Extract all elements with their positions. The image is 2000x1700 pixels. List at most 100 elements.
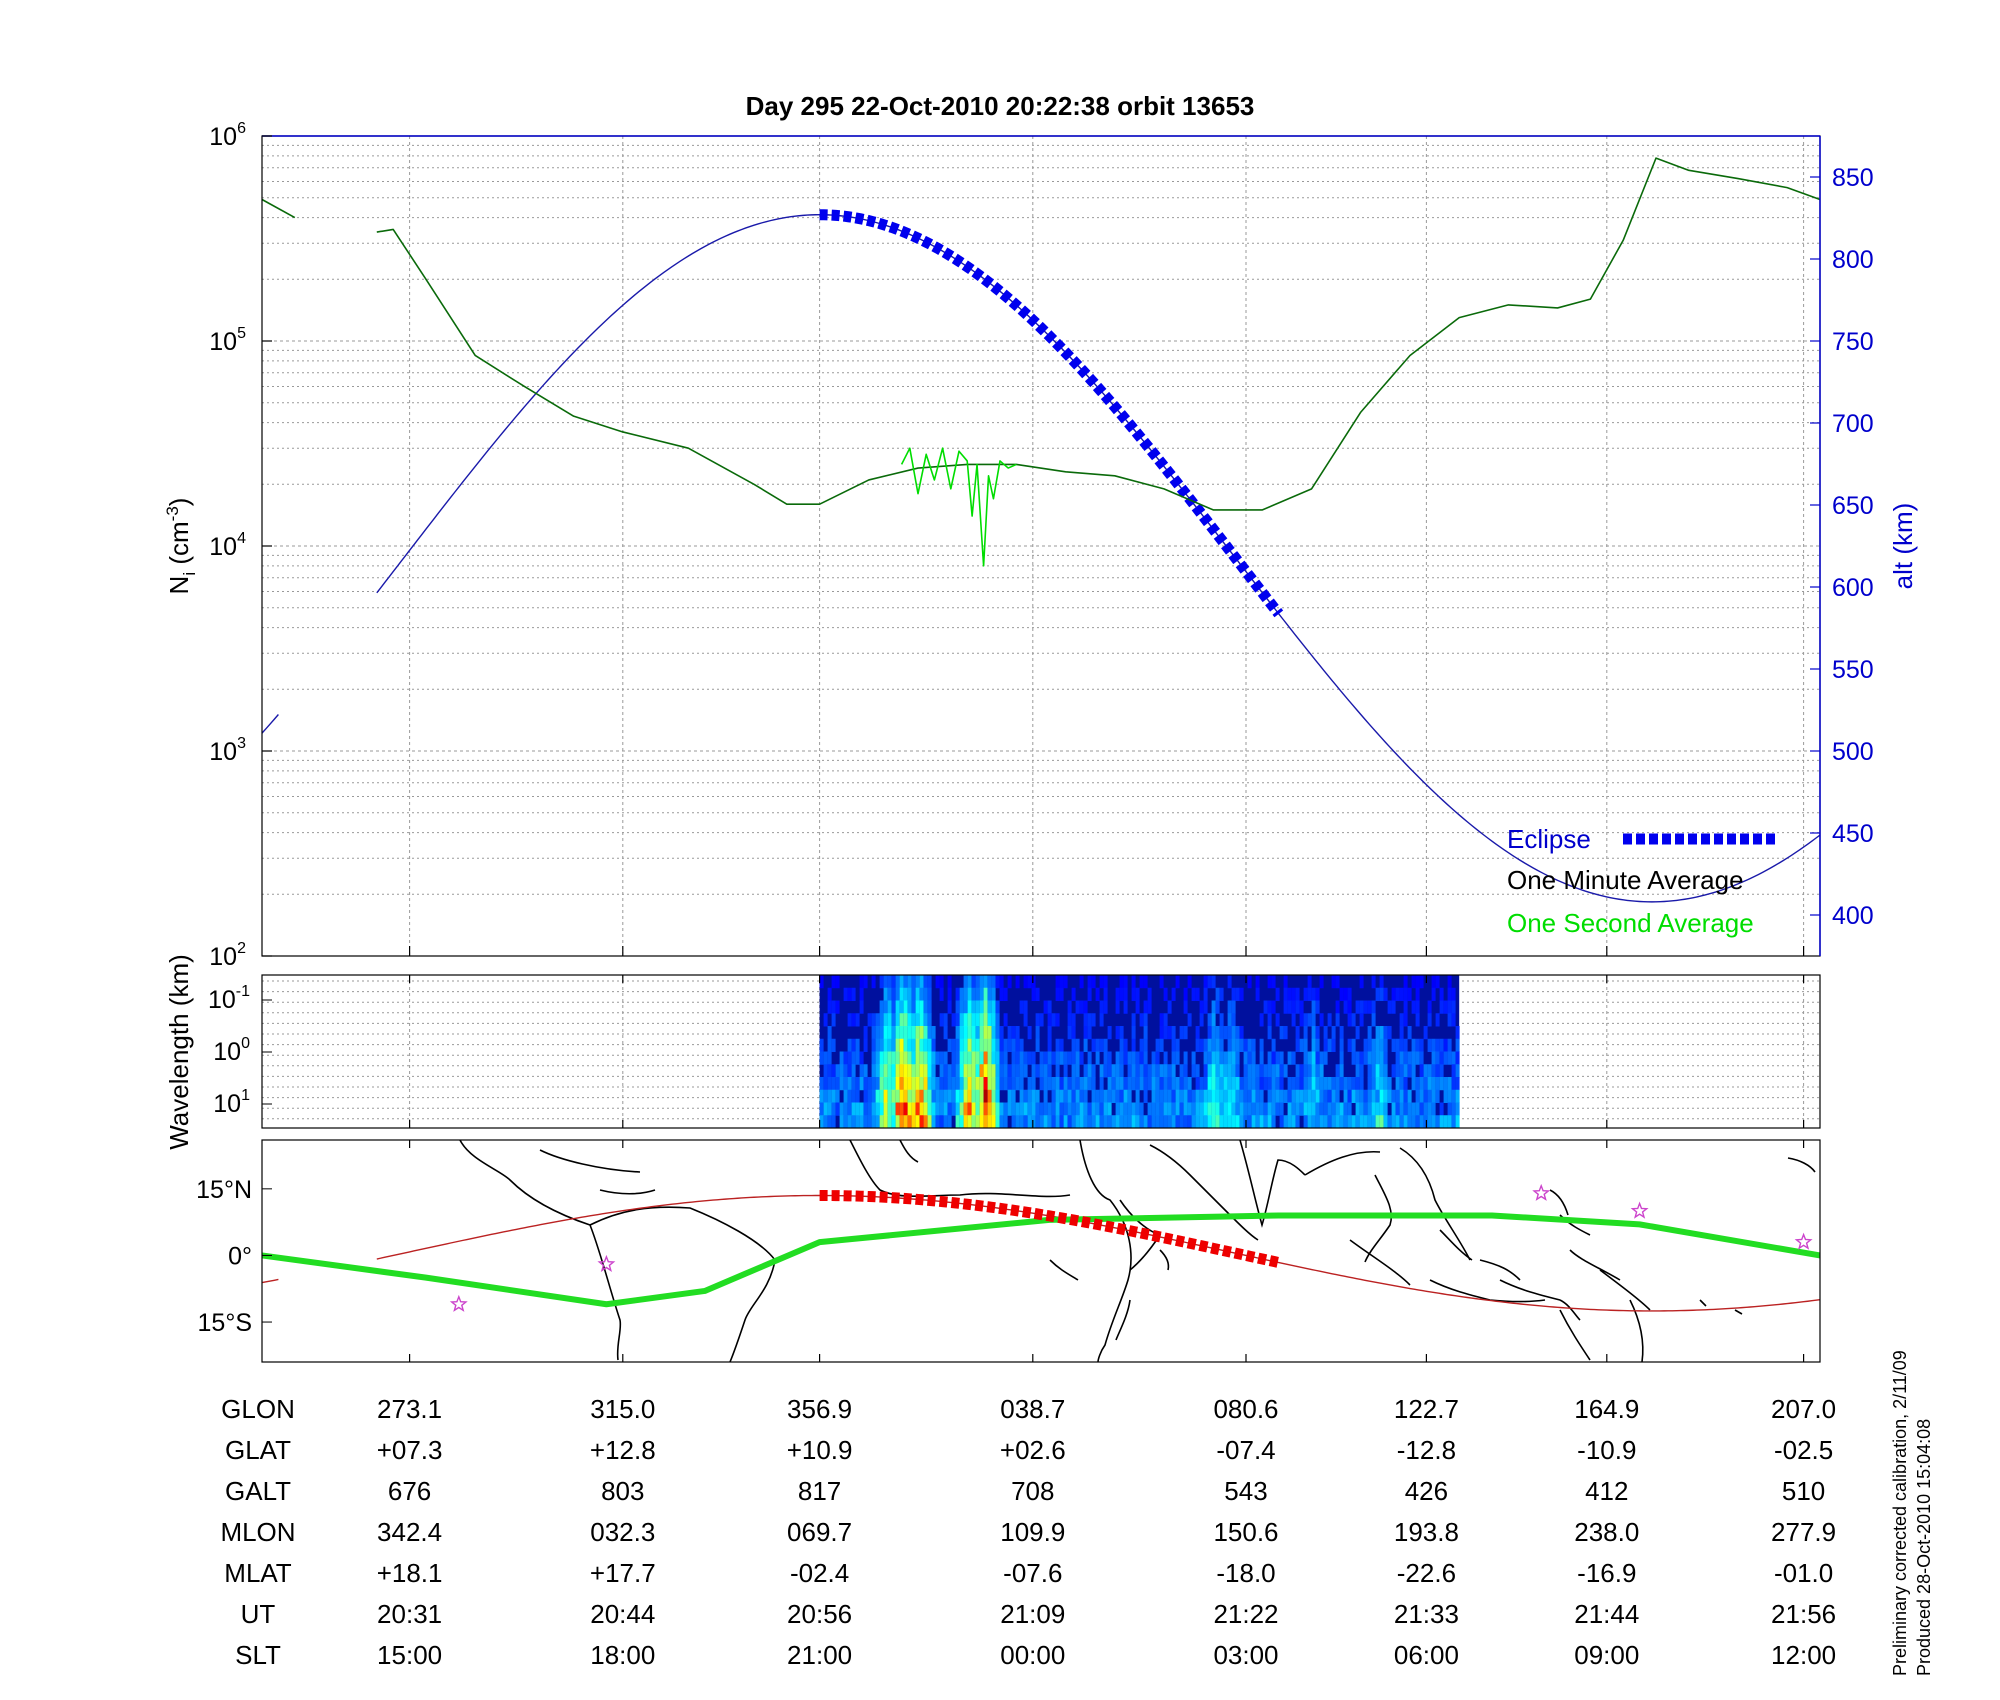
table-cell: -02.4: [790, 1558, 849, 1588]
spectrogram-cell: [1003, 1077, 1008, 1091]
spectrogram-cell: [1311, 987, 1316, 1001]
density-tick-label: 102: [209, 940, 246, 971]
ground-track-panel: 15°N0°15°S: [196, 1139, 1821, 1363]
ground-track-segment: [376, 1194, 1821, 1312]
spectrogram-cell: [1379, 1026, 1384, 1040]
spectrogram-cell: [999, 1102, 1004, 1116]
spectrogram-cell: [963, 975, 968, 989]
spectrogram-cell: [1351, 1038, 1356, 1052]
spectrogram-cell: [995, 1000, 1000, 1014]
spectrogram-cell: [1219, 1026, 1224, 1040]
spectrogram-cell: [1403, 1102, 1408, 1116]
spectrogram-cell: [999, 1038, 1004, 1052]
spectrogram-cell: [1047, 1013, 1052, 1027]
spectrogram-cell: [1035, 1102, 1040, 1116]
table-cell: 207.0: [1771, 1394, 1836, 1424]
spectrogram-cell: [1115, 1051, 1120, 1065]
spectrogram-cell: [1059, 1102, 1064, 1116]
spectrogram-cell: [831, 1038, 836, 1052]
spectrogram-cell: [883, 1115, 888, 1129]
spectrogram-cell: [1259, 1013, 1264, 1027]
spectrogram-cell: [827, 987, 832, 1001]
spectrogram-cell: [1015, 1077, 1020, 1091]
spectrogram-cell: [1115, 1115, 1120, 1129]
spectrogram-cell: [1355, 1102, 1360, 1116]
spectrogram-cell: [839, 1064, 844, 1078]
spectrogram-cell: [879, 1064, 884, 1078]
spectrogram-cell: [1271, 1115, 1276, 1129]
spectrogram-cell: [907, 987, 912, 1001]
spectrogram-cell: [1383, 1038, 1388, 1052]
spectrogram-cell: [1359, 1102, 1364, 1116]
spectrogram-cell: [1363, 1102, 1368, 1116]
spectrogram-cell: [1355, 1051, 1360, 1065]
spectrogram-cell: [1179, 1115, 1184, 1129]
spectrogram-cell: [827, 1089, 832, 1103]
spectrogram-cell: [1199, 1089, 1204, 1103]
table-cell: 510: [1782, 1476, 1825, 1506]
spectrogram-cell: [915, 975, 920, 989]
spectrogram-cell: [987, 1115, 992, 1129]
spectrogram-cell: [1383, 987, 1388, 1001]
spectrogram-cell: [831, 1077, 836, 1091]
table-cell: -22.6: [1397, 1558, 1456, 1588]
map-frame: [261, 1139, 1821, 1363]
spectrogram-cell: [1355, 1064, 1360, 1078]
spectrogram-cell: [855, 1013, 860, 1027]
spectrogram-cell: [1055, 975, 1060, 989]
spectrogram-cell: [1115, 1089, 1120, 1103]
spectrogram-cell: [1115, 1102, 1120, 1116]
spectrogram-cell: [1183, 1089, 1188, 1103]
spectrogram-cell: [1335, 1000, 1340, 1014]
spectrogram-cell: [1323, 1089, 1328, 1103]
spectrogram-cell: [855, 1038, 860, 1052]
spectrogram-cell: [1243, 1089, 1248, 1103]
spectrogram-cell: [887, 1064, 892, 1078]
spectrogram-cell: [1007, 1102, 1012, 1116]
spectrogram-cell: [1403, 1000, 1408, 1014]
spectrogram-cell: [1199, 1013, 1204, 1027]
spectrogram-cell: [1407, 1026, 1412, 1040]
spectrogram-cell: [1315, 1102, 1320, 1116]
spectrogram-cell: [1275, 1089, 1280, 1103]
spectrogram-cell: [979, 1013, 984, 1027]
spectrogram-cell: [1403, 1077, 1408, 1091]
spectrogram-cell: [823, 1115, 828, 1129]
spectrogram-cell: [827, 1000, 832, 1014]
spectrogram-cell: [1411, 1064, 1416, 1078]
spectrogram-cell: [1151, 1051, 1156, 1065]
spectrogram-cell: [991, 987, 996, 1001]
spectrogram-cell: [955, 1077, 960, 1091]
spectrogram-cell: [1139, 975, 1144, 989]
spectrogram-cell: [971, 975, 976, 989]
spectrogram-cell: [1155, 1115, 1160, 1129]
spectrogram-cell: [1211, 1038, 1216, 1052]
spectrogram-cell: [1223, 1051, 1228, 1065]
spectrogram-cell: [955, 1000, 960, 1014]
spectrogram-cell: [835, 975, 840, 989]
spectrogram-cell: [1247, 1102, 1252, 1116]
spectrogram-cell: [1395, 1051, 1400, 1065]
spectrogram-cell: [855, 1102, 860, 1116]
spectrogram-cell: [979, 1000, 984, 1014]
spectrogram-cell: [1315, 1077, 1320, 1091]
spectrogram-cell: [1063, 1115, 1068, 1129]
spectrogram-cell: [1271, 975, 1276, 989]
spectrogram-cell: [1127, 1115, 1132, 1129]
spectrogram-cell: [1131, 987, 1136, 1001]
spectrogram-cell: [1003, 1115, 1008, 1129]
spectrogram-cell: [843, 1077, 848, 1091]
spectrogram-cell: [1367, 1038, 1372, 1052]
spectrogram-cell: [1123, 1102, 1128, 1116]
spectrogram-cell: [1363, 1115, 1368, 1129]
spectrogram-cell: [1295, 1026, 1300, 1040]
spectrogram-cell: [1015, 1051, 1020, 1065]
spectrogram-cell: [959, 1102, 964, 1116]
spectrogram-cell: [963, 1026, 968, 1040]
spectrogram-cell: [1247, 1064, 1252, 1078]
coastlines: [459, 1139, 1816, 1363]
spectrogram-cell: [1151, 1089, 1156, 1103]
spectrogram-cell: [883, 1013, 888, 1027]
spectrogram-cell: [839, 1077, 844, 1091]
density-tick-label: 106: [209, 120, 246, 151]
